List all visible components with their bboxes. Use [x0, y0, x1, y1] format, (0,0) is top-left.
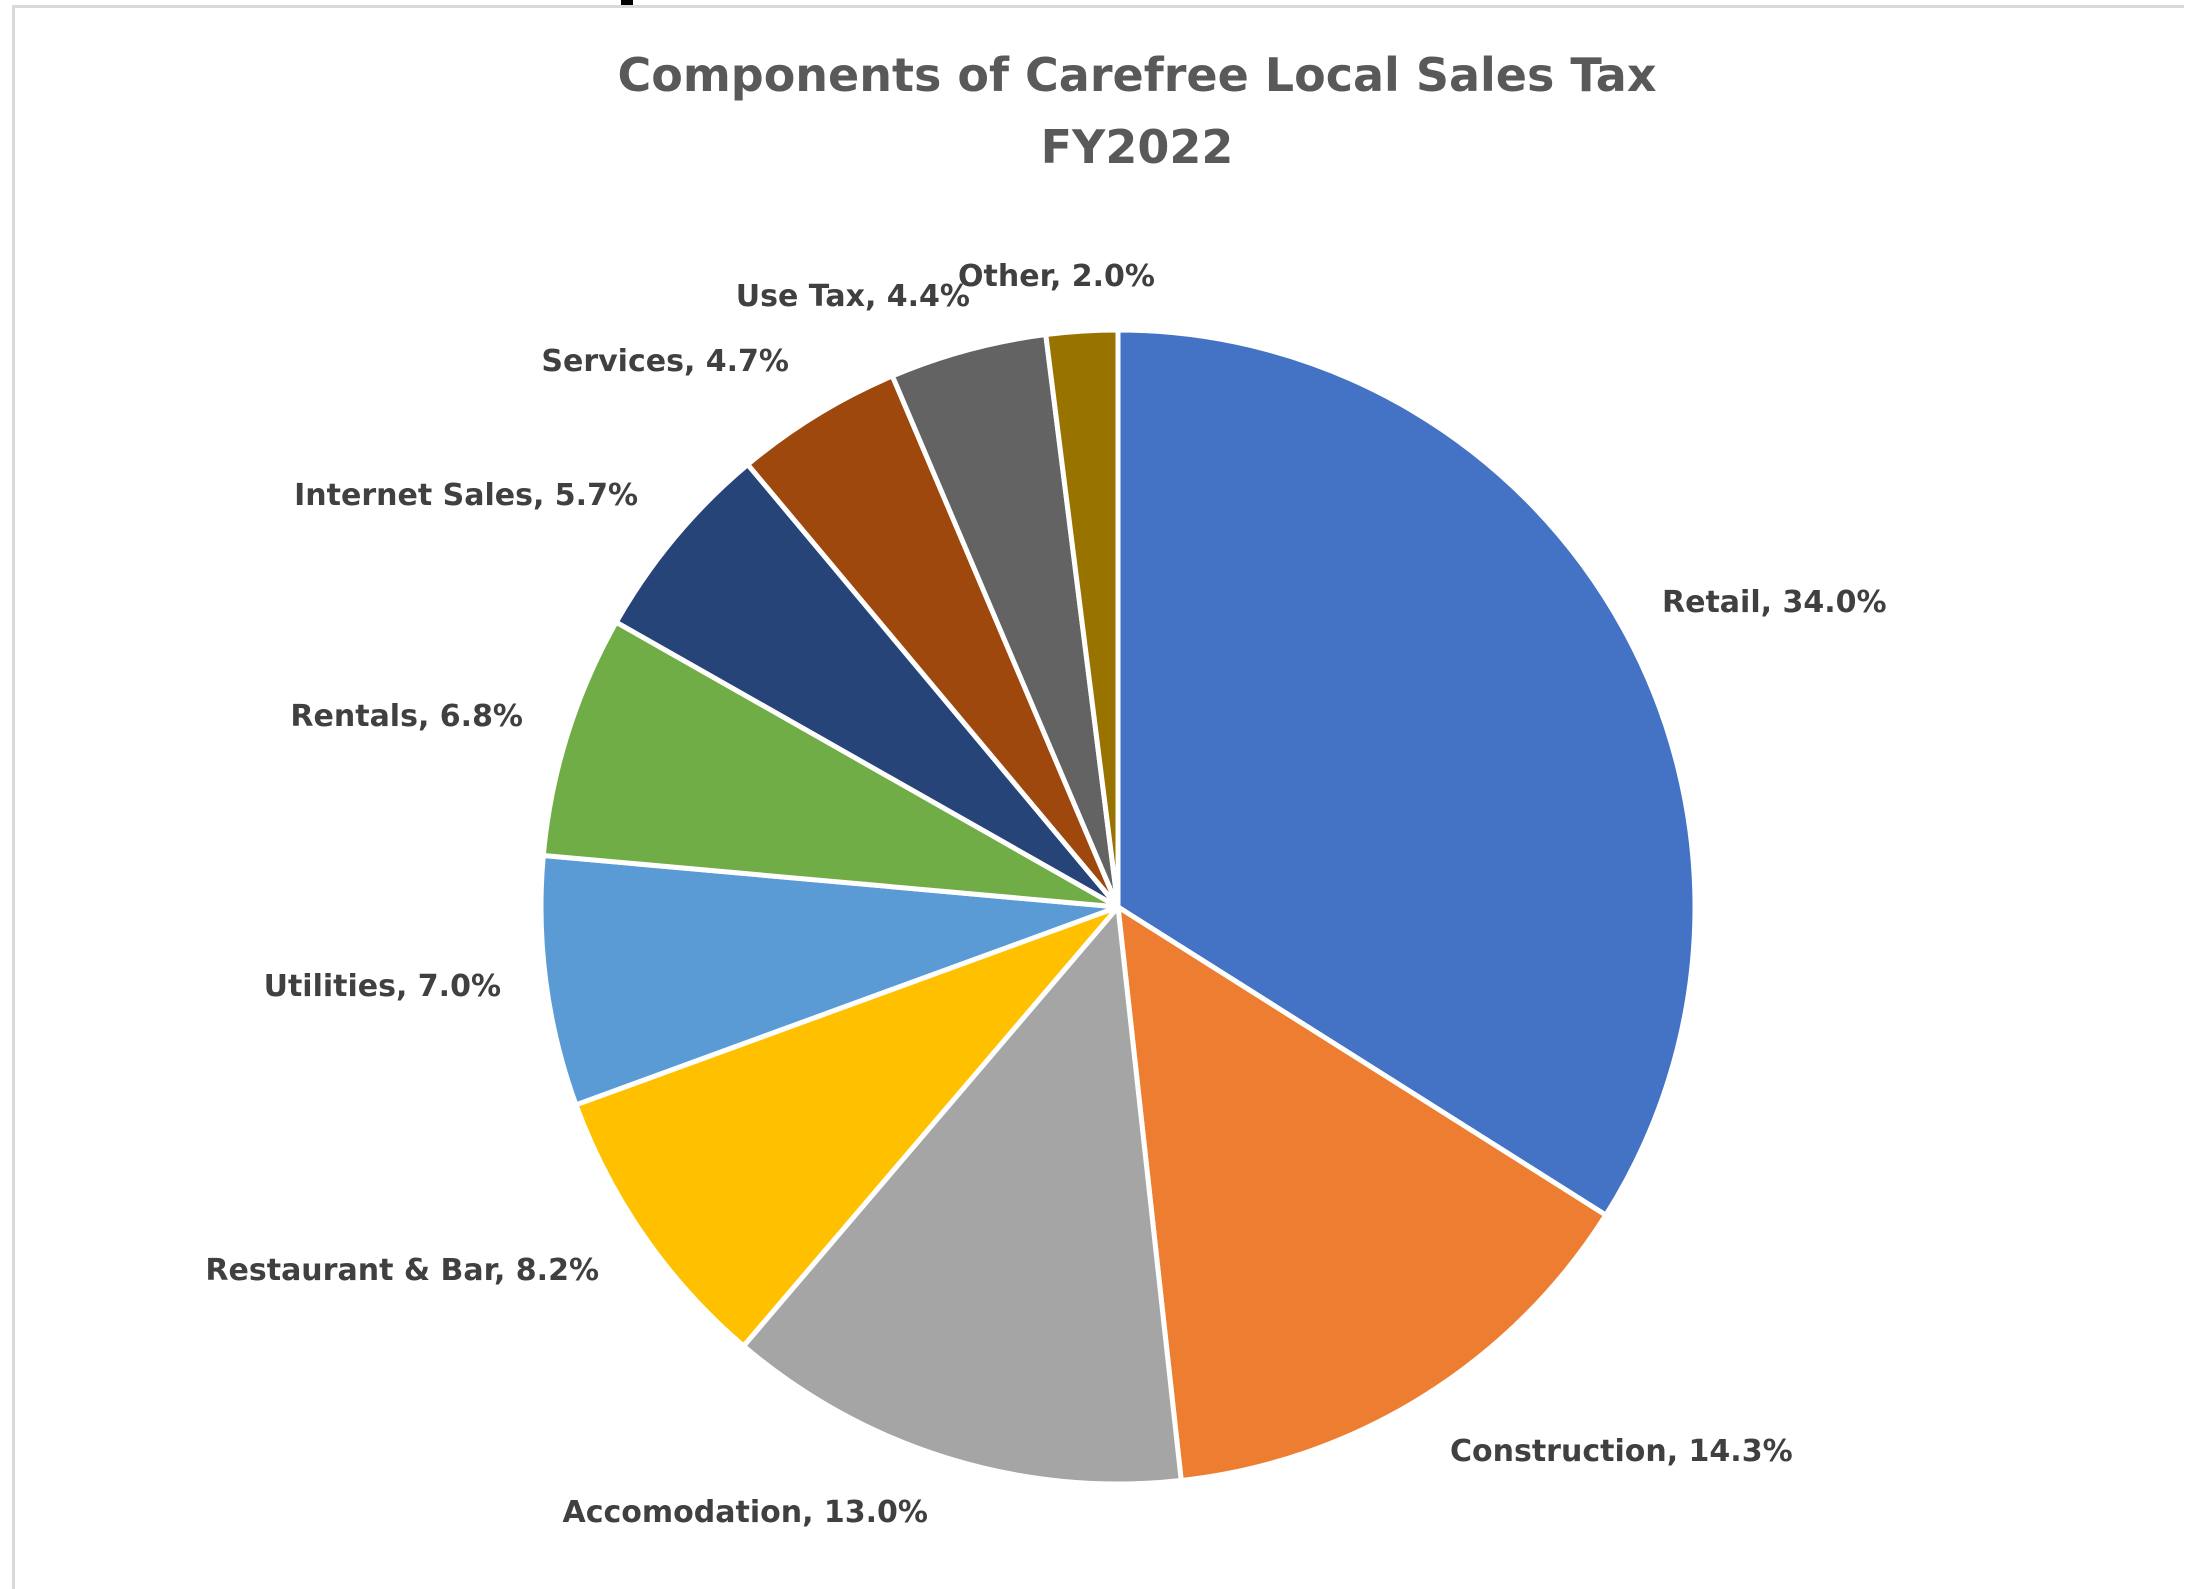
pie-slice-services	[745, 373, 1121, 910]
slice-label-services: Services, 4.7%	[541, 344, 789, 379]
slice-label-internet-sales: Internet Sales, 5.7%	[294, 478, 638, 513]
chart-subtitle: FY2022	[1041, 120, 1234, 174]
slice-label-other: Other, 2.0%	[958, 259, 1155, 294]
pie-slice-rentals	[540, 619, 1121, 910]
pie-slice-other	[1043, 327, 1121, 910]
pie-slice-utilities	[538, 852, 1121, 1108]
pie-slice-restaurant-and-bar	[573, 904, 1121, 1349]
chart-title: Components of Carefree Local Sales Tax	[617, 48, 1656, 102]
corner-mark	[621, 0, 633, 5]
slice-label-rentals: Rentals, 6.8%	[290, 699, 523, 734]
slice-labels: Retail, 34.0% Construction, 14.3% Accomoda…	[205, 259, 1886, 1530]
pie-slice-accomodation	[741, 904, 1184, 1487]
pie-slice-retail	[1115, 327, 1698, 1218]
slice-label-retail: Retail, 34.0%	[1662, 585, 1887, 620]
slice-label-construction: Construction, 14.3%	[1450, 1434, 1793, 1469]
slice-label-use-tax: Use Tax, 4.4%	[736, 279, 970, 314]
slice-label-restaurant-and-bar: Restaurant & Bar, 8.2%	[205, 1253, 599, 1288]
slice-label-accomodation: Accomodation, 13.0%	[563, 1495, 929, 1530]
pie-slices	[538, 327, 1698, 1487]
pie-slice-construction	[1115, 904, 1609, 1484]
pie-slice-internet-sales	[613, 461, 1121, 910]
slice-label-utilities: Utilities, 7.0%	[264, 969, 501, 1004]
